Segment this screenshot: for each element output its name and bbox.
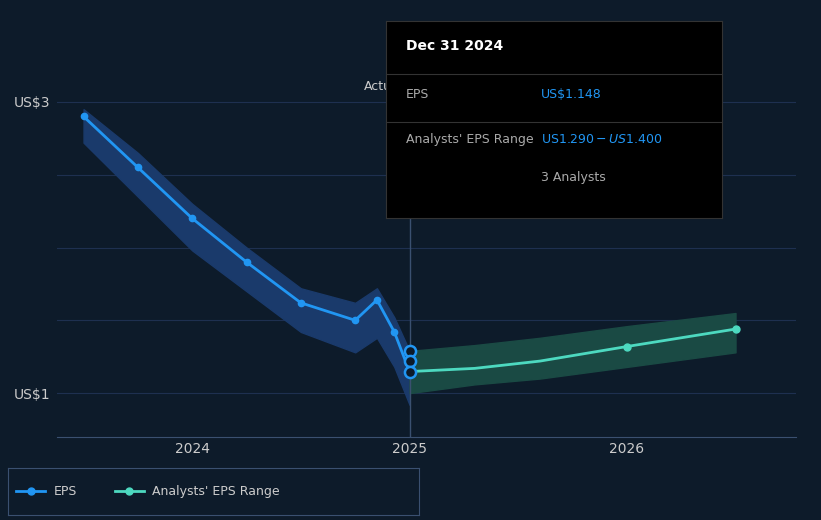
Text: Analysts Forecasts: Analysts Forecasts [416,80,533,93]
Text: Analysts' EPS Range: Analysts' EPS Range [406,134,534,147]
Text: US$1.290 - US$1.400: US$1.290 - US$1.400 [541,134,662,147]
Text: EPS: EPS [53,485,76,498]
Text: EPS: EPS [406,88,429,101]
Text: US$1.148: US$1.148 [541,88,602,101]
Text: Actual: Actual [364,80,403,93]
Text: Dec 31 2024: Dec 31 2024 [406,38,503,53]
Text: 3 Analysts: 3 Analysts [541,171,605,184]
Text: Analysts' EPS Range: Analysts' EPS Range [152,485,279,498]
